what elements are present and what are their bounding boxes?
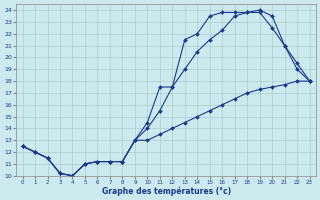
X-axis label: Graphe des températures (°c): Graphe des températures (°c) bbox=[101, 186, 231, 196]
